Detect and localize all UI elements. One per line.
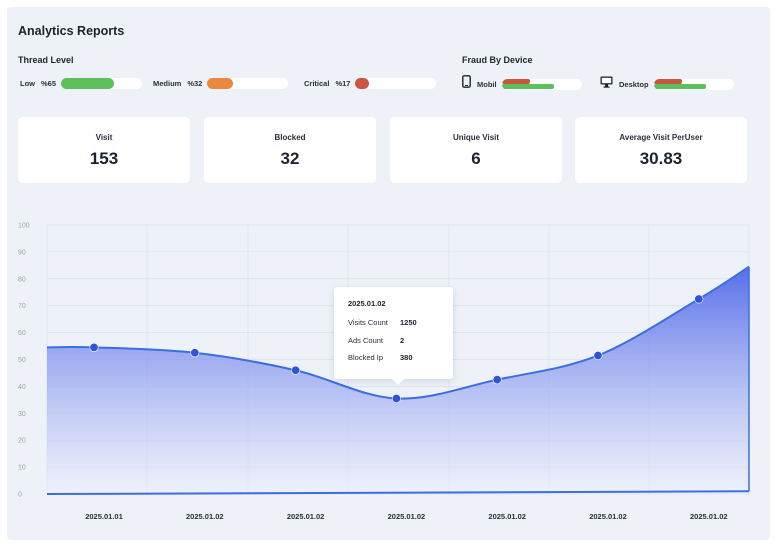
threat-level-medium: Medium %32 <box>153 77 289 90</box>
tooltip-row-label: Visits Count <box>348 318 388 327</box>
data-point <box>694 294 704 304</box>
device-clean-fill <box>501 83 555 89</box>
device-name: Desktop <box>619 79 649 89</box>
level-progress-fill <box>61 78 114 89</box>
tooltip-row-value: 1250 <box>400 318 417 327</box>
stat-card-unique-visit: Unique Visit 6 <box>390 117 562 183</box>
stat-label: Visit <box>95 133 113 142</box>
device-name: Mobil <box>477 79 497 89</box>
level-name: Medium <box>153 79 182 88</box>
fraud-by-device-label: Fraud By Device <box>462 55 533 65</box>
x-tick-label: 2025.01.02 <box>690 512 728 521</box>
level-percent: %32 <box>187 79 203 88</box>
stat-card-visit: Visit 153 <box>18 117 190 183</box>
level-progress-bar <box>355 78 437 89</box>
x-tick-label: 2025.01.02 <box>388 512 426 521</box>
level-percent: %65 <box>41 79 57 88</box>
desktop-monitor-icon <box>600 75 613 93</box>
device-clean-fill <box>653 83 707 89</box>
device-desktop: Desktop <box>600 76 734 92</box>
x-tick-label: 2025.01.01 <box>85 512 123 521</box>
tooltip-row-label: Blocked Ip <box>348 353 384 362</box>
y-tick-label: 100 <box>18 223 30 230</box>
tooltip-row-value: 380 <box>400 353 413 362</box>
stat-value: 32 <box>280 149 300 168</box>
tooltip-date: 2025.01.02 <box>348 299 386 308</box>
thread-level-label: Thread Level <box>18 55 74 65</box>
device-mobile: Mobil <box>462 75 582 93</box>
level-percent: %17 <box>335 79 351 88</box>
stat-value: 6 <box>471 149 481 168</box>
stat-label: Blocked <box>274 133 306 142</box>
y-tick-label: 60 <box>18 330 26 337</box>
level-progress-fill <box>355 78 370 89</box>
data-point <box>89 342 99 352</box>
y-tick-label: 40 <box>18 384 26 391</box>
tooltip-row-label: Ads Count <box>348 336 384 345</box>
mobile-phone-icon <box>462 75 471 93</box>
chart-tooltip: 2025.01.02 Visits Count 1250 Ads Count 2… <box>334 287 453 385</box>
y-tick-label: 20 <box>18 438 26 445</box>
y-tick-label: 0 <box>18 492 22 499</box>
device-fraud-bar <box>501 78 582 90</box>
level-name: Low <box>20 79 35 88</box>
data-point <box>593 350 603 360</box>
baseline-line <box>46 490 750 495</box>
level-name: Critical <box>304 79 330 88</box>
level-progress-fill <box>207 78 234 89</box>
x-tick-label: 2025.01.02 <box>287 512 325 521</box>
stat-value: 153 <box>89 149 119 168</box>
threat-level-critical: Critical %17 <box>304 77 437 90</box>
stat-card-average-visit: Average Visit PerUser 30.83 <box>575 117 747 183</box>
level-progress-bar <box>207 78 289 89</box>
tooltip-pointer <box>392 379 404 385</box>
level-progress-bar <box>61 78 143 89</box>
y-tick-label: 70 <box>18 303 26 310</box>
page-title: Analytics Reports <box>18 24 125 38</box>
y-tick-label: 50 <box>18 357 26 364</box>
stat-value: 30.83 <box>639 149 683 168</box>
y-tick-label: 10 <box>18 465 26 472</box>
data-point <box>291 365 301 375</box>
device-fraud-bar <box>653 78 734 90</box>
device-fraud-fill <box>653 78 682 84</box>
stat-label: Average Visit PerUser <box>619 133 703 142</box>
threat-level-low: Low %65 <box>20 77 143 90</box>
y-tick-label: 80 <box>18 276 26 283</box>
device-fraud-fill <box>501 78 530 84</box>
tooltip-row-value: 2 <box>400 336 405 345</box>
data-point <box>391 394 401 404</box>
stat-label: Unique Visit <box>452 133 500 142</box>
y-tick-label: 90 <box>18 249 26 256</box>
x-tick-label: 2025.01.02 <box>488 512 526 521</box>
data-point <box>190 348 200 358</box>
x-tick-label: 2025.01.02 <box>589 512 627 521</box>
area-fill <box>47 266 749 494</box>
x-tick-label: 2025.01.02 <box>186 512 224 521</box>
y-tick-label: 30 <box>18 411 26 418</box>
stat-card-blocked: Blocked 32 <box>204 117 376 183</box>
data-point <box>492 375 502 385</box>
